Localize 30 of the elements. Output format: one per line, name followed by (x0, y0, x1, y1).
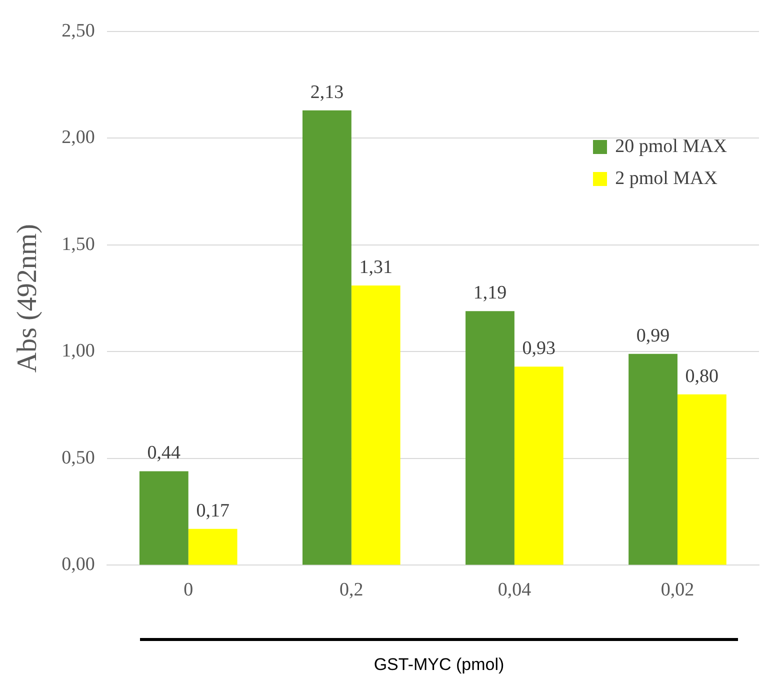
y-axis-title: Abs (492nm) (12, 224, 44, 373)
legend-label: 2 pmol MAX (615, 168, 718, 190)
x-tick-label: 0,02 (660, 580, 694, 601)
y-tick-label: 0,00 (62, 554, 95, 576)
bar (351, 285, 400, 565)
y-tick-label: 2,00 (62, 127, 95, 148)
bar (302, 110, 352, 565)
bar (466, 311, 514, 565)
data-label: 0,80 (685, 366, 719, 387)
data-label: 0,93 (522, 338, 556, 360)
y-tick-label: 2,50 (62, 20, 95, 42)
data-label: 0,99 (636, 325, 670, 346)
data-label: 1,31 (359, 256, 392, 278)
bar (514, 366, 564, 565)
bar (628, 354, 678, 565)
x-axis-title: GST-MYC (pmol) (372, 655, 506, 675)
y-tick-label: 1,00 (62, 340, 95, 362)
x-tick-label: 0 (184, 580, 194, 601)
bar (188, 528, 238, 565)
bar (677, 394, 726, 565)
data-label: 0,44 (147, 442, 182, 464)
data-label: 0,17 (196, 500, 230, 522)
x-tick-label: 0,2 (340, 580, 364, 601)
y-tick-label: 0,50 (62, 447, 95, 468)
y-tick-label: 1,50 (62, 234, 95, 255)
data-label: 1,19 (473, 282, 507, 304)
bar (139, 471, 188, 565)
data-label: 2,13 (310, 82, 344, 103)
x-tick-label: 0,04 (498, 580, 532, 601)
legend-label: 20 pmol MAX (615, 136, 727, 158)
